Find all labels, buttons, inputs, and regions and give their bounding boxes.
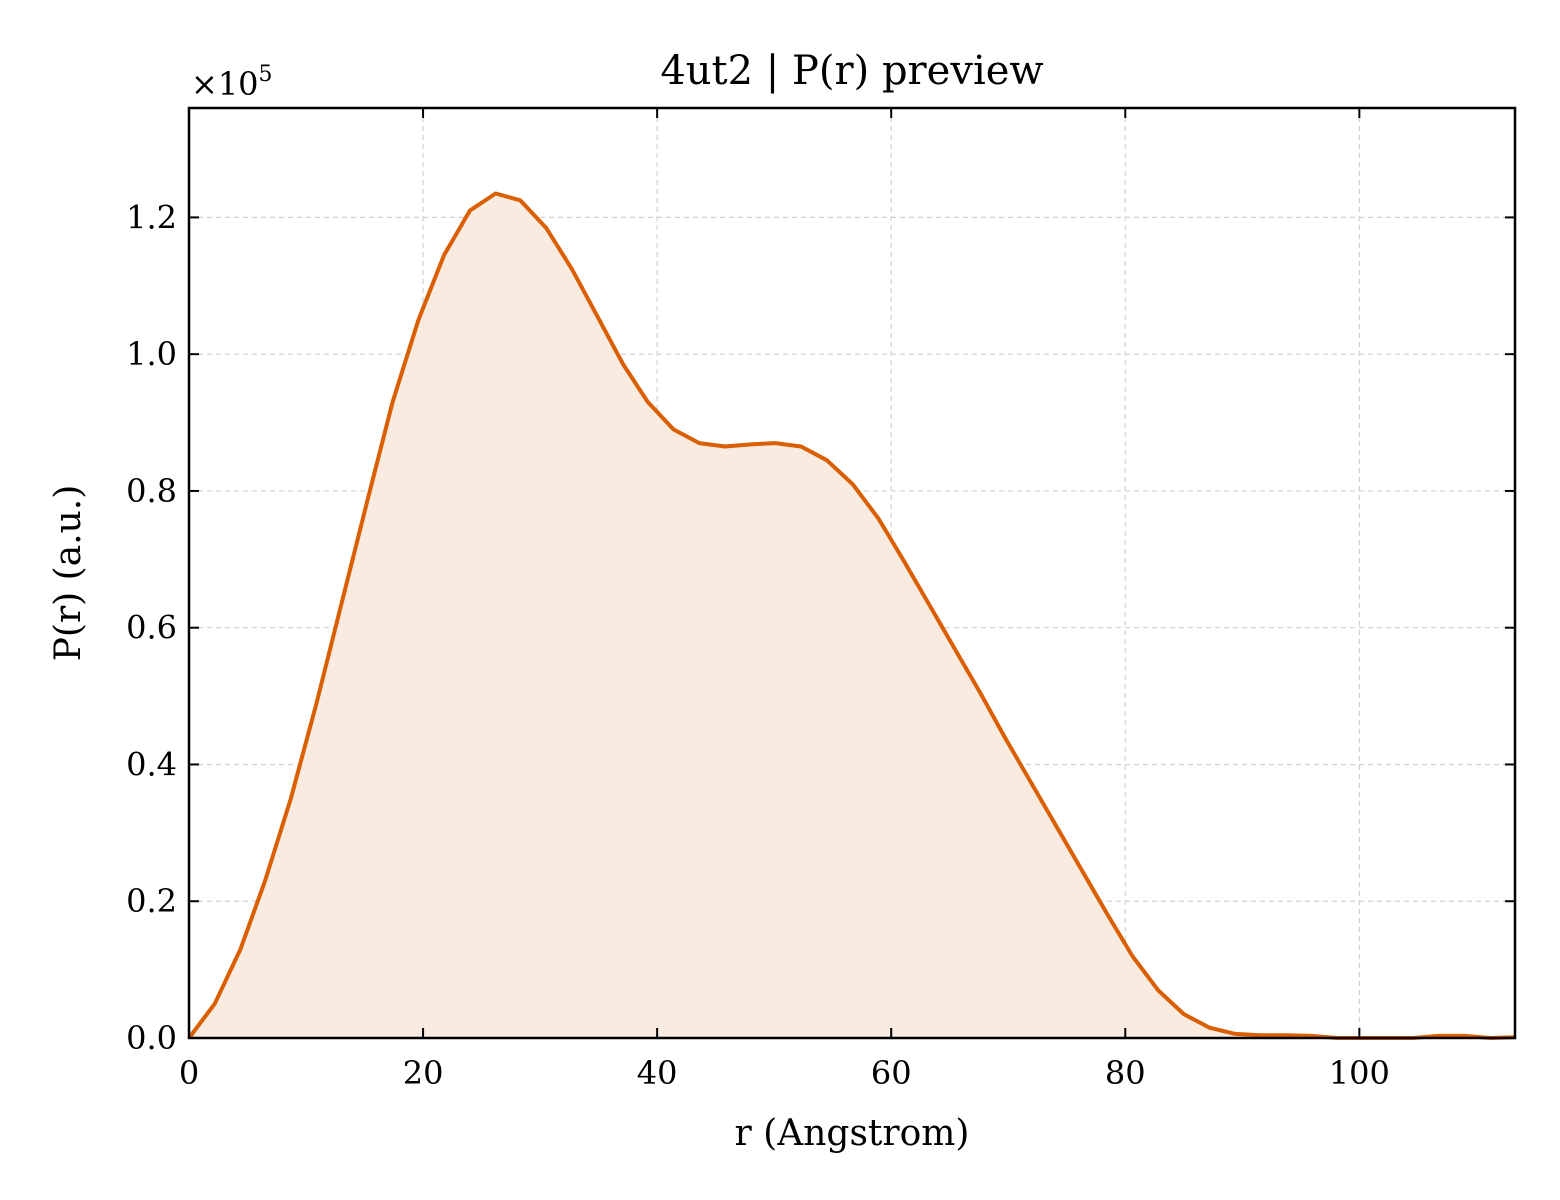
x-tick-label: 20 (403, 1054, 444, 1092)
x-tick-label: 80 (1105, 1054, 1146, 1092)
axis-ticks: 0 20 40 60 80 100 0.0 0.2 0.4 0.6 0.8 1.0 1.2 (126, 108, 1515, 1092)
y-tick-label: 1.0 (126, 335, 177, 373)
y-multiplier-base: ×10 (191, 65, 259, 103)
x-axis-label: r (Angstrom) (735, 1113, 970, 1154)
x-tick-label: 0 (179, 1054, 199, 1092)
x-tick-label: 60 (871, 1054, 912, 1092)
y-tick-label: 0.8 (126, 472, 177, 510)
y-axis-label: P(r) (a.u.) (48, 485, 89, 662)
y-tick-label: 1.2 (126, 198, 177, 236)
x-tick-label: 100 (1329, 1054, 1390, 1092)
y-axis-multiplier: ×105 (191, 62, 273, 103)
series-line (187, 191, 1516, 1040)
y-tick-label: 0.2 (126, 882, 177, 920)
y-tick-label: 0.6 (126, 609, 177, 647)
chart-title: 4ut2 | P(r) preview (660, 48, 1043, 94)
y-tick-label: 0.0 (126, 1019, 177, 1057)
y-multiplier-exponent: 5 (259, 62, 273, 87)
series-area-fill (189, 193, 1515, 1038)
x-tick-label: 40 (637, 1054, 678, 1092)
y-tick-label: 0.4 (126, 745, 177, 783)
plot-frame (187, 106, 1517, 1040)
